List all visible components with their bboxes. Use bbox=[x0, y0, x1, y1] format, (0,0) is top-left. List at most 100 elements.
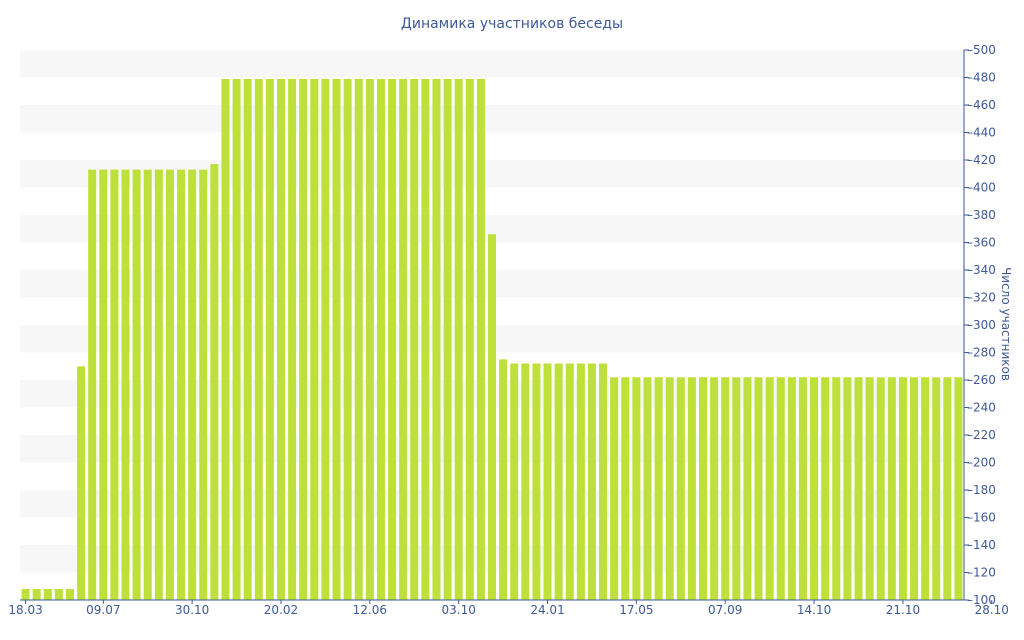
bar bbox=[221, 78, 230, 601]
y-tick-label: –300 bbox=[967, 318, 996, 332]
bar bbox=[499, 359, 508, 601]
bar bbox=[921, 377, 930, 600]
bar bbox=[643, 377, 652, 600]
x-tick-label: 14.10 bbox=[797, 603, 831, 617]
x-axis: 18.03 09.07 30.10 20.02 12.06 03.10 24.01 17.05… bbox=[8, 599, 1009, 617]
bar bbox=[188, 169, 197, 601]
bar bbox=[954, 377, 963, 600]
bar bbox=[88, 169, 97, 601]
bar bbox=[354, 78, 363, 601]
bar bbox=[243, 78, 252, 601]
bar bbox=[510, 363, 519, 600]
bars bbox=[21, 78, 963, 601]
bar bbox=[410, 78, 419, 601]
bar bbox=[765, 377, 774, 600]
bar bbox=[232, 78, 241, 601]
y-tick-label: –200 bbox=[967, 456, 996, 470]
y-tick-label: –280 bbox=[967, 346, 996, 360]
y-tick-label: –320 bbox=[967, 291, 996, 305]
y-tick-label: –420 bbox=[967, 153, 996, 167]
x-tick-label: 03.10 bbox=[442, 603, 476, 617]
y-tick-label: –380 bbox=[967, 208, 996, 222]
bar bbox=[265, 78, 274, 601]
bar bbox=[521, 363, 530, 600]
bar bbox=[288, 78, 297, 601]
bar bbox=[210, 164, 219, 601]
bar bbox=[532, 363, 541, 600]
bar bbox=[154, 169, 163, 601]
x-tick-label: 24.01 bbox=[530, 603, 564, 617]
bar bbox=[754, 377, 763, 600]
y-tick-label: –460 bbox=[967, 98, 996, 112]
bar bbox=[321, 78, 330, 601]
x-tick-label: 17.05 bbox=[619, 603, 653, 617]
y-tick-label: –360 bbox=[967, 236, 996, 250]
bar bbox=[443, 78, 452, 601]
y-tick-label: –220 bbox=[967, 428, 996, 442]
bar bbox=[99, 169, 108, 601]
y-tick-label: –240 bbox=[967, 401, 996, 415]
bar bbox=[865, 377, 874, 600]
bar bbox=[887, 377, 896, 600]
bar bbox=[32, 589, 41, 600]
bar bbox=[54, 589, 63, 600]
y-tick-label: –120 bbox=[967, 566, 996, 580]
bar bbox=[399, 78, 408, 601]
y-tick-label: –340 bbox=[967, 263, 996, 277]
x-tick-label: 07.09 bbox=[708, 603, 742, 617]
bar bbox=[121, 169, 130, 601]
y-tick-label: –440 bbox=[967, 126, 996, 140]
bar bbox=[421, 78, 430, 601]
bar bbox=[332, 78, 341, 601]
bar bbox=[743, 377, 752, 600]
bar bbox=[932, 377, 941, 600]
x-tick-label: 09.07 bbox=[86, 603, 120, 617]
y-tick-label: –480 bbox=[967, 71, 996, 85]
y-tick-label: –180 bbox=[967, 483, 996, 497]
bar bbox=[832, 377, 841, 600]
bar bbox=[565, 363, 574, 600]
y-tick-label: –160 bbox=[967, 511, 996, 525]
y-tick-label: –400 bbox=[967, 181, 996, 195]
bar bbox=[199, 169, 208, 601]
bar bbox=[854, 377, 863, 600]
bar bbox=[654, 377, 663, 600]
x-tick-label: 30.10 bbox=[175, 603, 209, 617]
y-tick-label: –500 bbox=[967, 43, 996, 57]
bar bbox=[843, 377, 852, 600]
bar bbox=[65, 589, 74, 600]
bar bbox=[776, 377, 785, 600]
bar bbox=[576, 363, 585, 600]
x-tick-label: 21.10 bbox=[886, 603, 920, 617]
bar bbox=[943, 377, 952, 600]
bar bbox=[465, 78, 474, 601]
bar bbox=[665, 377, 674, 600]
bar bbox=[821, 377, 830, 600]
grid-band bbox=[20, 105, 964, 133]
x-tick-label: 12.06 bbox=[353, 603, 387, 617]
bar bbox=[77, 366, 86, 600]
bar bbox=[687, 377, 696, 600]
bar bbox=[721, 377, 730, 600]
chart-title: Динамика участников беседы bbox=[401, 16, 623, 32]
bar bbox=[676, 377, 685, 600]
bar bbox=[365, 78, 374, 601]
bar bbox=[43, 589, 52, 600]
bar bbox=[476, 78, 485, 601]
bar bbox=[699, 377, 708, 600]
bar bbox=[554, 363, 563, 600]
bar bbox=[276, 78, 285, 601]
bar bbox=[810, 377, 819, 600]
bar bbox=[587, 363, 596, 600]
bar bbox=[454, 78, 463, 601]
bar bbox=[110, 169, 119, 601]
bar bbox=[621, 377, 630, 600]
x-tick-label: 28.10 bbox=[975, 603, 1009, 617]
bar bbox=[310, 78, 319, 601]
bar bbox=[165, 169, 174, 601]
bar bbox=[732, 377, 741, 600]
bar bbox=[910, 377, 919, 600]
y-axis: –100 –120 –140 –160 –180 –200 –220 –240 –260 –280… bbox=[963, 43, 996, 607]
bar bbox=[143, 169, 152, 601]
